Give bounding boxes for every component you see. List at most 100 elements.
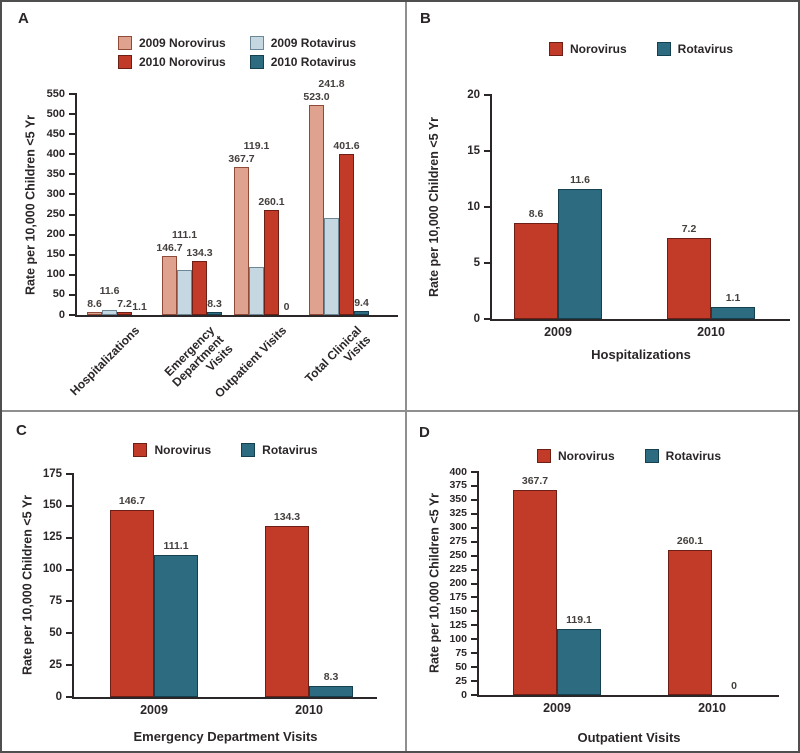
legend-item: 2010 Rotavirus [249, 55, 356, 69]
bar [514, 223, 558, 319]
y-tick-label: 350 [449, 493, 467, 506]
bar [354, 311, 369, 315]
bar [207, 312, 222, 315]
legend-item: Rotavirus [644, 449, 721, 463]
bar-value-label: 367.7 [228, 153, 255, 165]
x-axis-line [477, 695, 779, 697]
y-tick-label: 550 [46, 87, 65, 100]
y-tick-label: 125 [449, 618, 467, 631]
y-tick-label: 250 [449, 549, 467, 562]
y-tick-mark [69, 193, 77, 196]
bar-value-label: 260.1 [676, 535, 704, 547]
legend-swatch [118, 36, 132, 50]
y-tick-label: 450 [46, 127, 65, 140]
legend-label: Norovirus [569, 42, 627, 56]
legend-swatch [656, 42, 671, 56]
y-tick-mark [66, 504, 74, 507]
legend: Norovirus Rotavirus [74, 443, 377, 457]
bar [110, 510, 154, 697]
bar-value-label: 1.1 [725, 292, 741, 304]
y-tick-mark [471, 666, 479, 669]
bar [162, 256, 177, 315]
bar-value-label: 241.8 [318, 78, 345, 90]
y-tick-mark [69, 133, 77, 136]
y-tick-label: 25 [49, 658, 62, 671]
bar-value-label: 146.7 [156, 242, 183, 254]
panel-label: C [16, 422, 27, 439]
legend-swatch [133, 443, 148, 457]
y-tick-mark [69, 293, 77, 296]
bar-value-label: 119.1 [243, 140, 270, 152]
bar [102, 310, 117, 315]
legend-label: 2009 Rotavirus [270, 36, 357, 50]
y-tick-label: 75 [455, 646, 467, 659]
y-tick-mark [471, 652, 479, 655]
y-tick-mark [471, 526, 479, 529]
x-axis-title: Outpatient Visits [577, 730, 681, 745]
bar [558, 189, 602, 319]
legend-label: Rotavirus [677, 42, 734, 56]
legend-item: 2009 Rotavirus [249, 36, 357, 50]
y-tick-mark [66, 696, 74, 698]
category-label: 2010 [698, 701, 726, 715]
y-tick-label: 400 [449, 465, 467, 478]
y-tick-label: 100 [42, 563, 62, 576]
y-tick-label: 15 [467, 144, 480, 157]
y-tick-mark [484, 318, 492, 320]
legend-swatch [118, 55, 132, 69]
bar-value-label: 260.1 [258, 196, 285, 208]
bar-value-label: 134.3 [273, 511, 301, 523]
y-tick-mark [69, 273, 77, 276]
y-tick-label: 75 [49, 594, 62, 607]
bar [192, 261, 207, 315]
legend-label: Rotavirus [262, 443, 318, 457]
legend-item: Rotavirus [241, 443, 318, 457]
bar-value-label: 8.3 [207, 298, 222, 310]
y-tick-mark [66, 632, 74, 635]
bar-value-label: 523.0 [303, 91, 330, 103]
category-label: 2009 [543, 701, 571, 715]
legend-label: 2010 Norovirus [139, 55, 226, 69]
y-tick-mark [484, 150, 492, 152]
bar-value-label: 8.3 [323, 671, 339, 683]
bar-value-label: 1.1 [132, 301, 147, 313]
y-tick-mark [66, 473, 74, 475]
category-label: 2010 [697, 325, 725, 339]
x-axis-title: Hospitalizations [591, 347, 691, 362]
y-tick-label: 300 [46, 187, 65, 200]
panel-label: B [420, 10, 431, 27]
legend: 2009 Norovirus 2009 Rotavirus 2010 Norovir… [118, 36, 356, 69]
y-tick-label: 250 [46, 208, 65, 221]
bar [154, 555, 198, 697]
category-label: 2009 [544, 325, 572, 339]
y-tick-label: 0 [473, 312, 480, 325]
y-tick-mark [471, 610, 479, 613]
y-tick-label: 0 [58, 308, 65, 321]
bar-value-label: 0 [283, 301, 290, 313]
y-tick-mark [471, 554, 479, 557]
panel-c: C Rate per 10,000 Children <5 Yr 0 25 50 75 10… [2, 412, 407, 751]
y-tick-label: 0 [461, 688, 467, 701]
y-tick-mark [484, 262, 492, 264]
y-tick-mark [484, 94, 492, 96]
y-tick-label: 50 [455, 660, 467, 673]
bar-value-label: 11.6 [99, 285, 120, 297]
y-tick-mark [484, 206, 492, 208]
bar [668, 550, 712, 695]
y-tick-mark [69, 153, 77, 156]
y-tick-label: 5 [473, 256, 480, 269]
bar [234, 167, 249, 315]
y-tick-mark [471, 596, 479, 599]
y-tick-label: 400 [46, 147, 65, 160]
y-tick-label: 100 [449, 632, 467, 645]
y-tick-mark [471, 694, 479, 696]
y-tick-mark [69, 213, 77, 216]
y-tick-mark [471, 498, 479, 501]
category-label: 2009 [140, 703, 168, 717]
y-tick-label: 325 [449, 507, 467, 520]
bar-value-label: 111.1 [171, 229, 198, 241]
y-tick-label: 50 [49, 626, 62, 639]
bar-value-label: 8.6 [87, 298, 102, 310]
y-tick-label: 375 [449, 479, 467, 492]
